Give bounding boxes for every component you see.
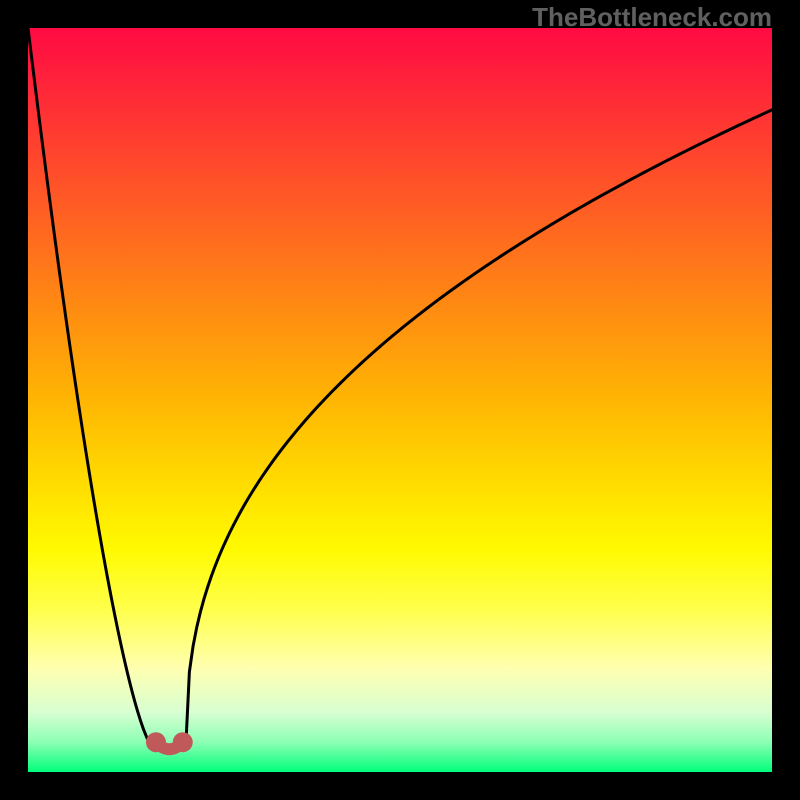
bottleneck-curve: [28, 28, 772, 747]
marker-point-1: [173, 732, 193, 752]
chart-container: TheBottleneck.com: [0, 0, 800, 800]
curve-overlay: [28, 28, 772, 772]
watermark-text: TheBottleneck.com: [532, 2, 772, 33]
marker-point-0: [146, 732, 166, 752]
plot-area: [28, 28, 772, 772]
